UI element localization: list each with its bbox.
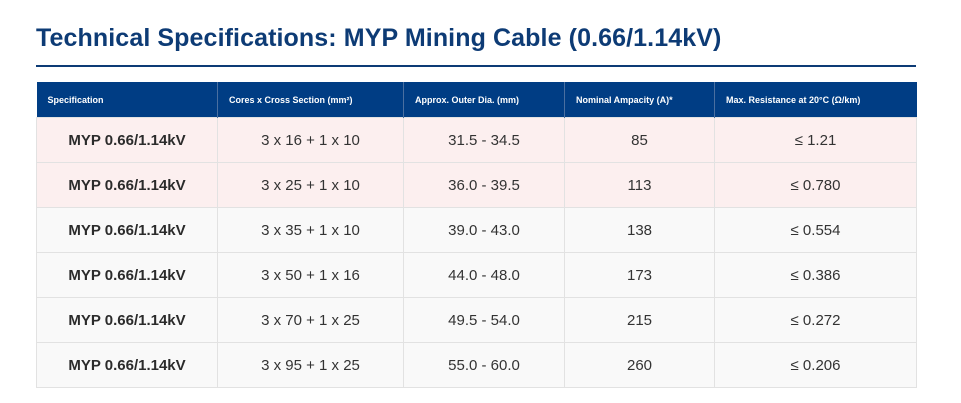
table-header: Specification Cores x Cross Section (mm²… <box>36 82 917 118</box>
cell-cores: 3 x 25 + 1 x 10 <box>217 162 404 208</box>
table-row: MYP 0.66/1.14kV 3 x 35 + 1 x 10 39.0 - 4… <box>36 207 917 253</box>
cell-diameter: 55.0 - 60.0 <box>403 342 565 388</box>
table-row: MYP 0.66/1.14kV 3 x 25 + 1 x 10 36.0 - 3… <box>36 162 917 208</box>
cell-specification: MYP 0.66/1.14kV <box>36 117 218 163</box>
header-cores-cross-section: Cores x Cross Section (mm²) <box>217 82 404 118</box>
table-row: MYP 0.66/1.14kV 3 x 50 + 1 x 16 44.0 - 4… <box>36 252 917 298</box>
cell-specification: MYP 0.66/1.14kV <box>36 252 218 298</box>
cell-specification: MYP 0.66/1.14kV <box>36 297 218 343</box>
cell-resistance: ≤ 0.206 <box>714 342 917 388</box>
cell-cores: 3 x 35 + 1 x 10 <box>217 207 404 253</box>
cell-diameter: 44.0 - 48.0 <box>403 252 565 298</box>
cell-diameter: 49.5 - 54.0 <box>403 297 565 343</box>
table-body: MYP 0.66/1.14kV 3 x 16 + 1 x 10 31.5 - 3… <box>36 117 917 388</box>
cell-resistance: ≤ 0.554 <box>714 207 917 253</box>
header-nominal-ampacity: Nominal Ampacity (A)* <box>564 82 715 118</box>
page-title: Technical Specifications: MYP Mining Cab… <box>36 24 722 52</box>
cell-resistance: ≤ 0.386 <box>714 252 917 298</box>
cell-specification: MYP 0.66/1.14kV <box>36 207 218 253</box>
specifications-table: Specification Cores x Cross Section (mm²… <box>36 82 917 388</box>
header-specification: Specification <box>36 82 218 118</box>
cell-diameter: 31.5 - 34.5 <box>403 117 565 163</box>
cell-cores: 3 x 70 + 1 x 25 <box>217 297 404 343</box>
table-row: MYP 0.66/1.14kV 3 x 95 + 1 x 25 55.0 - 6… <box>36 342 917 388</box>
title-divider <box>36 65 916 67</box>
cell-cores: 3 x 95 + 1 x 25 <box>217 342 404 388</box>
header-outer-diameter: Approx. Outer Dia. (mm) <box>403 82 565 118</box>
cell-cores: 3 x 16 + 1 x 10 <box>217 117 404 163</box>
cell-diameter: 36.0 - 39.5 <box>403 162 565 208</box>
cell-ampacity: 138 <box>564 207 715 253</box>
cell-diameter: 39.0 - 43.0 <box>403 207 565 253</box>
cell-ampacity: 260 <box>564 342 715 388</box>
cell-ampacity: 173 <box>564 252 715 298</box>
cell-ampacity: 85 <box>564 117 715 163</box>
cell-resistance: ≤ 0.780 <box>714 162 917 208</box>
header-max-resistance: Max. Resistance at 20°C (Ω/km) <box>714 82 917 118</box>
cell-cores: 3 x 50 + 1 x 16 <box>217 252 404 298</box>
cell-resistance: ≤ 1.21 <box>714 117 917 163</box>
cell-resistance: ≤ 0.272 <box>714 297 917 343</box>
cell-specification: MYP 0.66/1.14kV <box>36 162 218 208</box>
header-row: Specification Cores x Cross Section (mm²… <box>36 82 917 118</box>
cell-ampacity: 215 <box>564 297 715 343</box>
cell-ampacity: 113 <box>564 162 715 208</box>
table-row: MYP 0.66/1.14kV 3 x 70 + 1 x 25 49.5 - 5… <box>36 297 917 343</box>
table-row: MYP 0.66/1.14kV 3 x 16 + 1 x 10 31.5 - 3… <box>36 117 917 163</box>
cell-specification: MYP 0.66/1.14kV <box>36 342 218 388</box>
